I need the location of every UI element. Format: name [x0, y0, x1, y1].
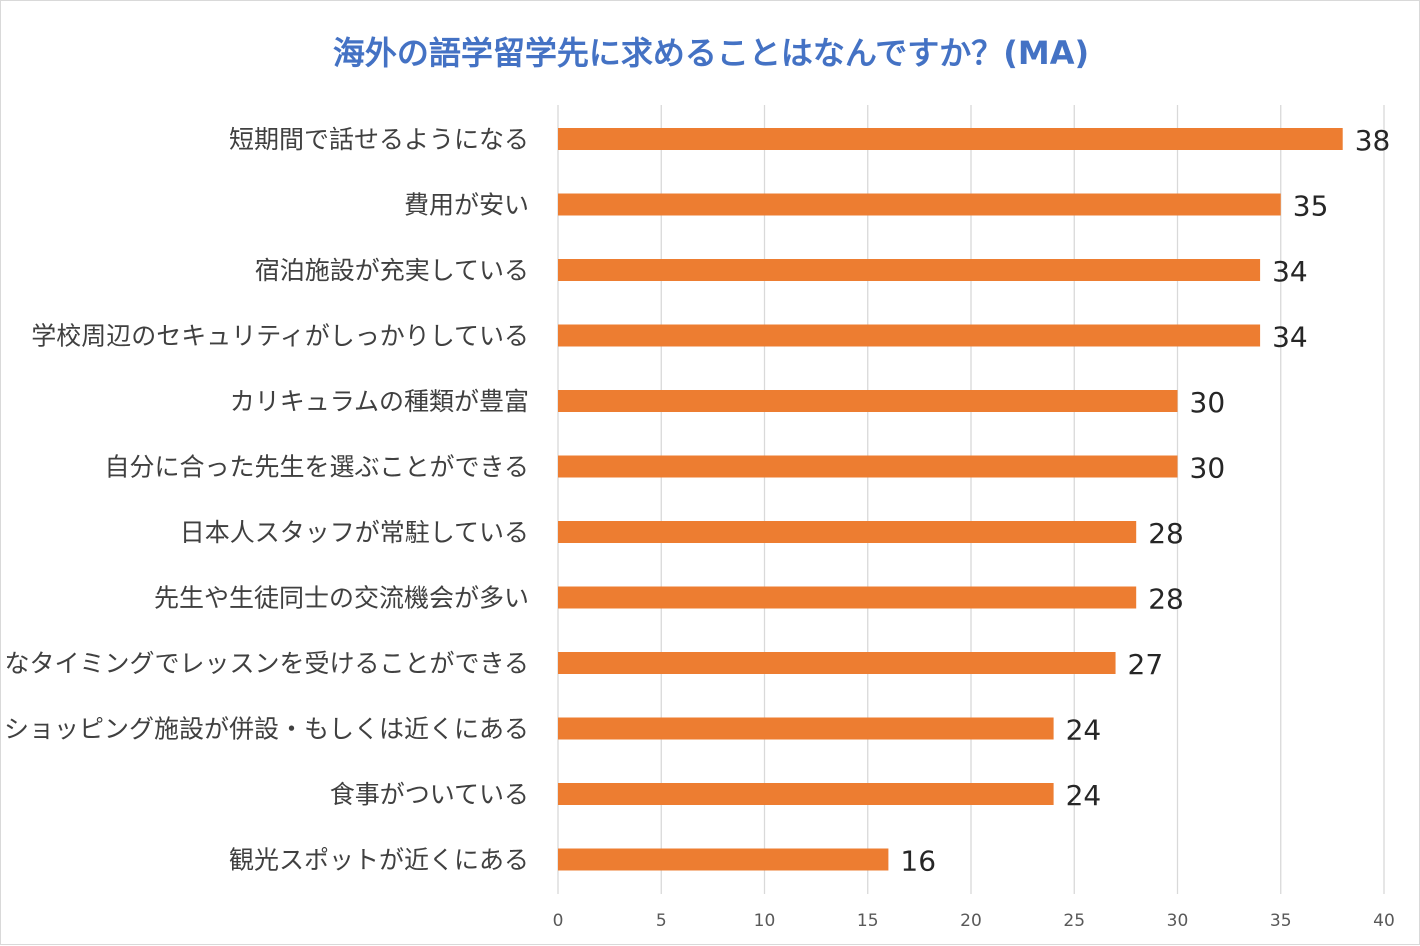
- data-label: 34: [1272, 255, 1308, 288]
- category-label: 観光スポットが近くにある: [229, 846, 529, 875]
- data-label: 38: [1355, 124, 1391, 157]
- category-label: 自分に合った先生を選ぶことができる: [104, 453, 529, 482]
- x-axis-ticks: 0 5 10 15 20 25 30 35 40: [553, 911, 1395, 931]
- bar: [558, 193, 1281, 216]
- data-label: 28: [1148, 583, 1184, 616]
- data-label: 34: [1272, 321, 1308, 354]
- x-tick-label: 40: [1373, 911, 1395, 931]
- chart-title: 海外の語学留学先に求めることはなんですか？(MA): [333, 34, 1089, 72]
- category-label: 短期間で話せるようになる: [229, 125, 529, 154]
- data-label: 24: [1066, 779, 1102, 812]
- bar: [558, 390, 1178, 412]
- category-label: 食事がついている: [330, 780, 529, 809]
- bar: [558, 259, 1261, 281]
- x-tick-label: 5: [656, 911, 667, 931]
- data-label: 30: [1190, 452, 1226, 485]
- bars: [558, 128, 1343, 871]
- data-label: 35: [1293, 190, 1329, 223]
- bar: [558, 586, 1137, 609]
- category-label: カリキュラムの種類が豊富: [230, 387, 529, 416]
- data-label: 16: [900, 845, 936, 878]
- bar: [558, 324, 1261, 347]
- x-tick-label: 20: [960, 911, 982, 931]
- bar: [558, 652, 1116, 674]
- data-label: 24: [1066, 714, 1102, 747]
- x-tick-label: 0: [553, 911, 564, 931]
- x-tick-label: 15: [857, 911, 879, 931]
- x-tick-label: 10: [754, 911, 776, 931]
- bar: [558, 783, 1054, 805]
- category-label: ショッピング施設が併設・もしくは近くにある: [4, 715, 529, 744]
- x-tick-label: 35: [1270, 911, 1292, 931]
- category-label: 学校周辺のセキュリティがしっかりしている: [31, 322, 529, 351]
- data-label: 27: [1128, 648, 1164, 681]
- bar: [558, 848, 889, 871]
- bar: [558, 128, 1343, 150]
- category-label: 先生や生徒同士の交流機会が多い: [154, 584, 529, 613]
- bar: [558, 717, 1054, 740]
- category-labels: 短期間で話せるようになる費用が安い宿泊施設が充実している学校周辺のセキュリティが…: [1, 125, 529, 875]
- category-label: 宿泊施設が充実している: [255, 256, 529, 285]
- bar: [558, 521, 1137, 543]
- category-label: 費用が安い: [404, 191, 529, 220]
- category-label: 好きなタイミングでレッスンを受けることができる: [1, 649, 529, 678]
- bar: [558, 455, 1178, 478]
- x-tick-label: 25: [1063, 911, 1085, 931]
- data-label: 28: [1148, 517, 1184, 550]
- data-label: 30: [1190, 386, 1226, 419]
- x-tick-label: 30: [1167, 911, 1189, 931]
- category-label: 日本人スタッフが常駐している: [180, 518, 529, 547]
- gridlines: [557, 105, 1385, 894]
